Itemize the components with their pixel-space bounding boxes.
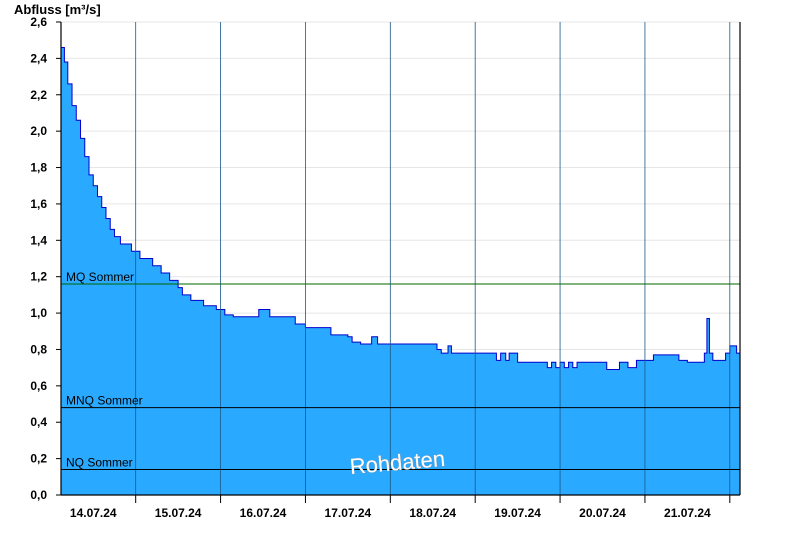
x-tick-label: 19.07.24 <box>494 506 541 520</box>
area-layer <box>61 46 740 495</box>
x-tick-label: 17.07.24 <box>325 506 372 520</box>
axes: 0,0 0,2 0,4 0,6 0,8 1,0 1,2 1,4 1,6 1,8 2,0 2,2 2,4 2… <box>30 15 741 520</box>
x-tick-label: 15.07.24 <box>155 506 202 520</box>
discharge-line <box>61 46 740 370</box>
x-tick-label: 18.07.24 <box>409 506 456 520</box>
reference-line-label: NQ Sommer <box>66 456 133 470</box>
x-tick-label: 20.07.24 <box>579 506 626 520</box>
reference-line-label: MNQ Sommer <box>66 394 143 408</box>
y-tick-label: 2,6 <box>30 15 47 29</box>
y-tick-label: 0,4 <box>30 415 47 429</box>
y-tick-label: 0,0 <box>30 488 47 502</box>
x-tick-label: 14.07.24 <box>70 506 117 520</box>
y-tick-label: 0,8 <box>30 342 47 356</box>
reference-line-label: MQ Sommer <box>66 270 134 284</box>
y-tick-label: 1,2 <box>30 270 47 284</box>
y-tick-label: 2,0 <box>30 124 47 138</box>
y-tick-label: 1,8 <box>30 161 47 175</box>
y-axis-title: Abfluss [m³/s] <box>14 2 101 17</box>
y-tick-label: 2,2 <box>30 88 47 102</box>
y-tick-label: 1,4 <box>30 233 47 247</box>
y-tick-label: 2,4 <box>30 51 47 65</box>
discharge-area <box>61 47 740 495</box>
y-tick-label: 0,2 <box>30 452 47 466</box>
y-tick-label: 0,6 <box>30 379 47 393</box>
x-tick-label: 21.07.24 <box>664 506 711 520</box>
y-tick-label: 1,6 <box>30 197 47 211</box>
x-tick-label: 16.07.24 <box>240 506 287 520</box>
y-tick-label: 1,0 <box>30 306 47 320</box>
reference-lines: MQ Sommer MNQ Sommer NQ Sommer <box>61 270 740 471</box>
